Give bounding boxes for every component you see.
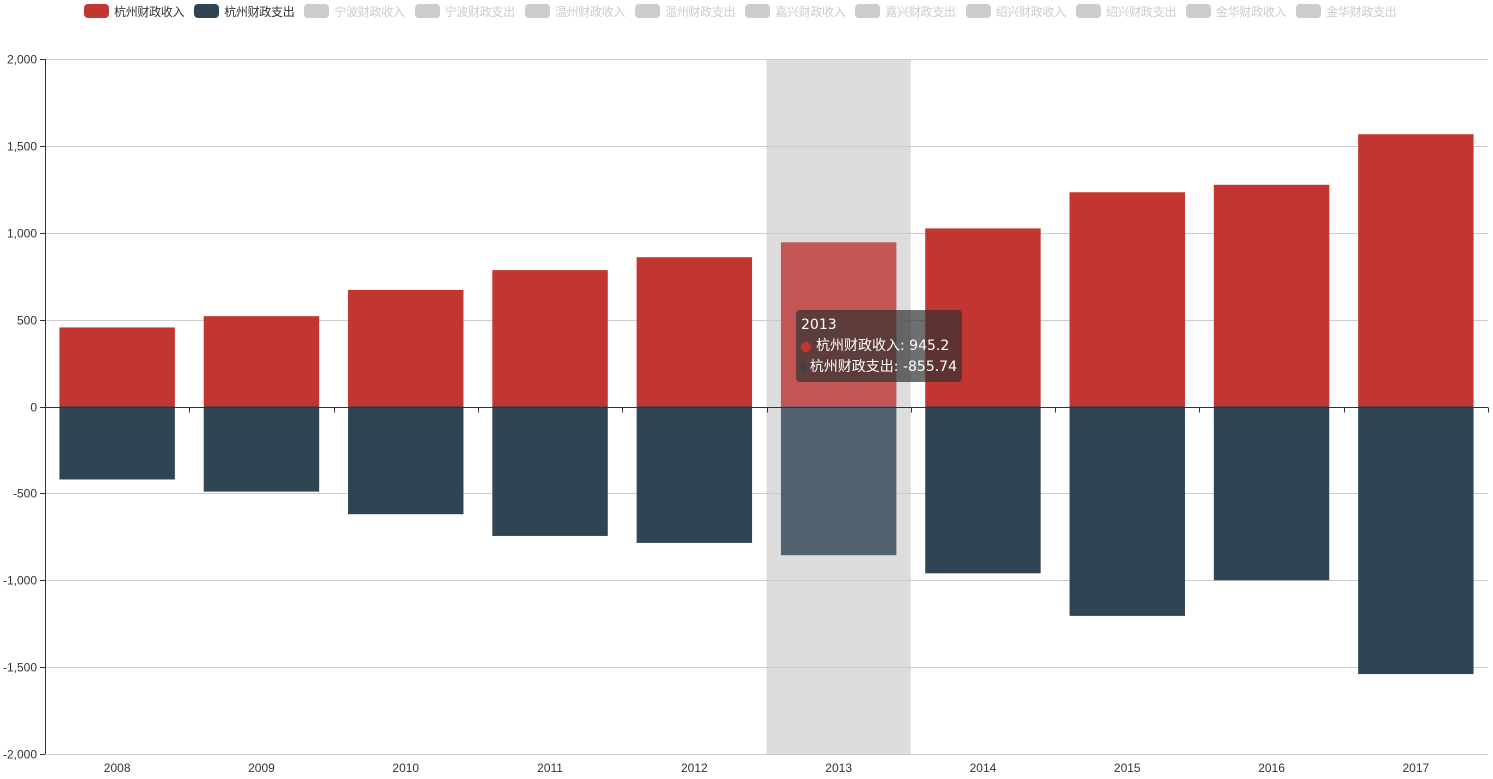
- legend-label: 宁波财政支出: [444, 4, 516, 19]
- y-tick-label: 1,000: [7, 227, 37, 241]
- tooltip-expense-dot: [801, 362, 805, 373]
- legend-swatch: [304, 4, 330, 18]
- bar-expense-2012: [636, 406, 753, 543]
- legend-item-0[interactable]: 杭州财政收入: [84, 3, 185, 20]
- x-tick-label: 2015: [1114, 761, 1141, 775]
- x-tick-label: 2009: [248, 761, 275, 775]
- tooltip-income-text: 杭州财政收入: 945.2: [816, 338, 950, 354]
- legend-swatch: [84, 4, 109, 18]
- y-tick-label: -1,000: [3, 574, 37, 588]
- y-tick-label: -1,500: [3, 661, 37, 675]
- legend-item-4[interactable]: 温州财政收入: [524, 3, 626, 20]
- x-tick-label: 2014: [970, 761, 997, 775]
- legend-item-10[interactable]: 金华财政收入: [1186, 3, 1287, 20]
- x-tick-label: 2013: [825, 761, 852, 775]
- legend-label: 温州财政收入: [554, 4, 626, 19]
- y-tick-label: 0: [30, 401, 37, 415]
- bar-income-2010: [348, 289, 464, 407]
- y-tick-label: -500: [13, 487, 37, 501]
- legend-label: 温州财政支出: [665, 4, 736, 19]
- bar-income-2017: [1358, 134, 1474, 407]
- bar-expense-2008: [59, 406, 175, 480]
- legend-label: 杭州财政收入: [114, 4, 185, 19]
- legend-swatch: [194, 4, 220, 18]
- legend-item-3[interactable]: 宁波财政支出: [414, 3, 516, 20]
- x-tick-label: 2012: [681, 761, 708, 775]
- legend-swatch: [855, 4, 881, 18]
- bar-expense-2015: [1069, 406, 1185, 616]
- bar-expense-2014: [925, 406, 1041, 574]
- legend-swatch: [965, 4, 991, 18]
- bar-expense-2011: [492, 406, 608, 536]
- bar-income-2011: [492, 270, 608, 407]
- legend-swatch: [524, 4, 550, 18]
- legend-label: 绍兴财政支出: [1105, 4, 1177, 19]
- bar-income-2009: [203, 316, 320, 407]
- legend-label: 杭州财政支出: [224, 4, 295, 19]
- legend-label: 嘉兴财政支出: [885, 4, 956, 19]
- legend-label: 金华财政支出: [1326, 4, 1397, 19]
- legend-label: 金华财政收入: [1216, 4, 1287, 19]
- bar-expense-2016: [1213, 406, 1330, 581]
- bar-expense-2010: [348, 406, 464, 515]
- bar-income-2008: [59, 327, 175, 407]
- legend-item-9[interactable]: 绍兴财政支出: [1075, 3, 1177, 20]
- legend-item-1[interactable]: 杭州财政支出: [194, 3, 295, 20]
- x-tick-label: 2010: [392, 761, 419, 775]
- legend-item-2[interactable]: 宁波财政收入: [304, 3, 405, 20]
- y-tick-label: 500: [17, 314, 37, 328]
- bar-expense-2013: [780, 406, 897, 556]
- bar-income-2015: [1069, 192, 1185, 407]
- x-tick-label: 2008: [104, 761, 131, 775]
- legend-item-6[interactable]: 嘉兴财政收入: [745, 3, 846, 20]
- y-tick-label: -2,000: [3, 748, 37, 762]
- y-tick-label: 2,000: [7, 53, 37, 67]
- legend-swatch: [1186, 4, 1212, 18]
- bar-expense-2017: [1358, 406, 1474, 675]
- legend-item-11[interactable]: 金华财政支出: [1296, 3, 1397, 20]
- legend-swatch: [1075, 4, 1101, 18]
- bar-income-2012: [636, 257, 753, 407]
- bar-income-2016: [1213, 184, 1330, 407]
- x-tick-label: 2016: [1258, 761, 1285, 775]
- legend-swatch: [745, 4, 771, 18]
- tooltip-title: 2013: [801, 317, 837, 333]
- chart-legend: 杭州财政收入 杭州财政支出 宁波财政收入 宁波财政支出 温州财政收入 温州财政支出 嘉兴财政…: [84, 2, 1406, 20]
- legend-swatch: [635, 4, 661, 18]
- tooltip-row-expense: 杭州财政支出: -855.74: [801, 357, 957, 378]
- tooltip-row-income: 杭州财政收入: 945.2: [801, 336, 957, 357]
- tooltip-expense-text: 杭州财政支出: -855.74: [809, 359, 957, 375]
- chart-tooltip: 2013 杭州财政收入: 945.2 杭州财政支出: -855.74: [796, 310, 962, 382]
- bar-expense-2009: [203, 406, 320, 492]
- legend-swatch: [1296, 4, 1322, 18]
- legend-label: 嘉兴财政收入: [775, 4, 846, 19]
- y-tick-label: 1,500: [7, 140, 37, 154]
- tooltip-income-dot: [801, 341, 811, 352]
- x-tick-label: 2017: [1402, 761, 1429, 775]
- legend-item-5[interactable]: 温州财政支出: [635, 3, 736, 20]
- legend-item-8[interactable]: 绍兴财政收入: [965, 3, 1067, 20]
- legend-swatch: [414, 4, 440, 18]
- legend-label: 宁波财政收入: [334, 4, 405, 19]
- legend-label: 绍兴财政收入: [995, 4, 1067, 19]
- legend-item-7[interactable]: 嘉兴财政支出: [855, 3, 956, 20]
- x-tick-label: 2011: [537, 761, 563, 775]
